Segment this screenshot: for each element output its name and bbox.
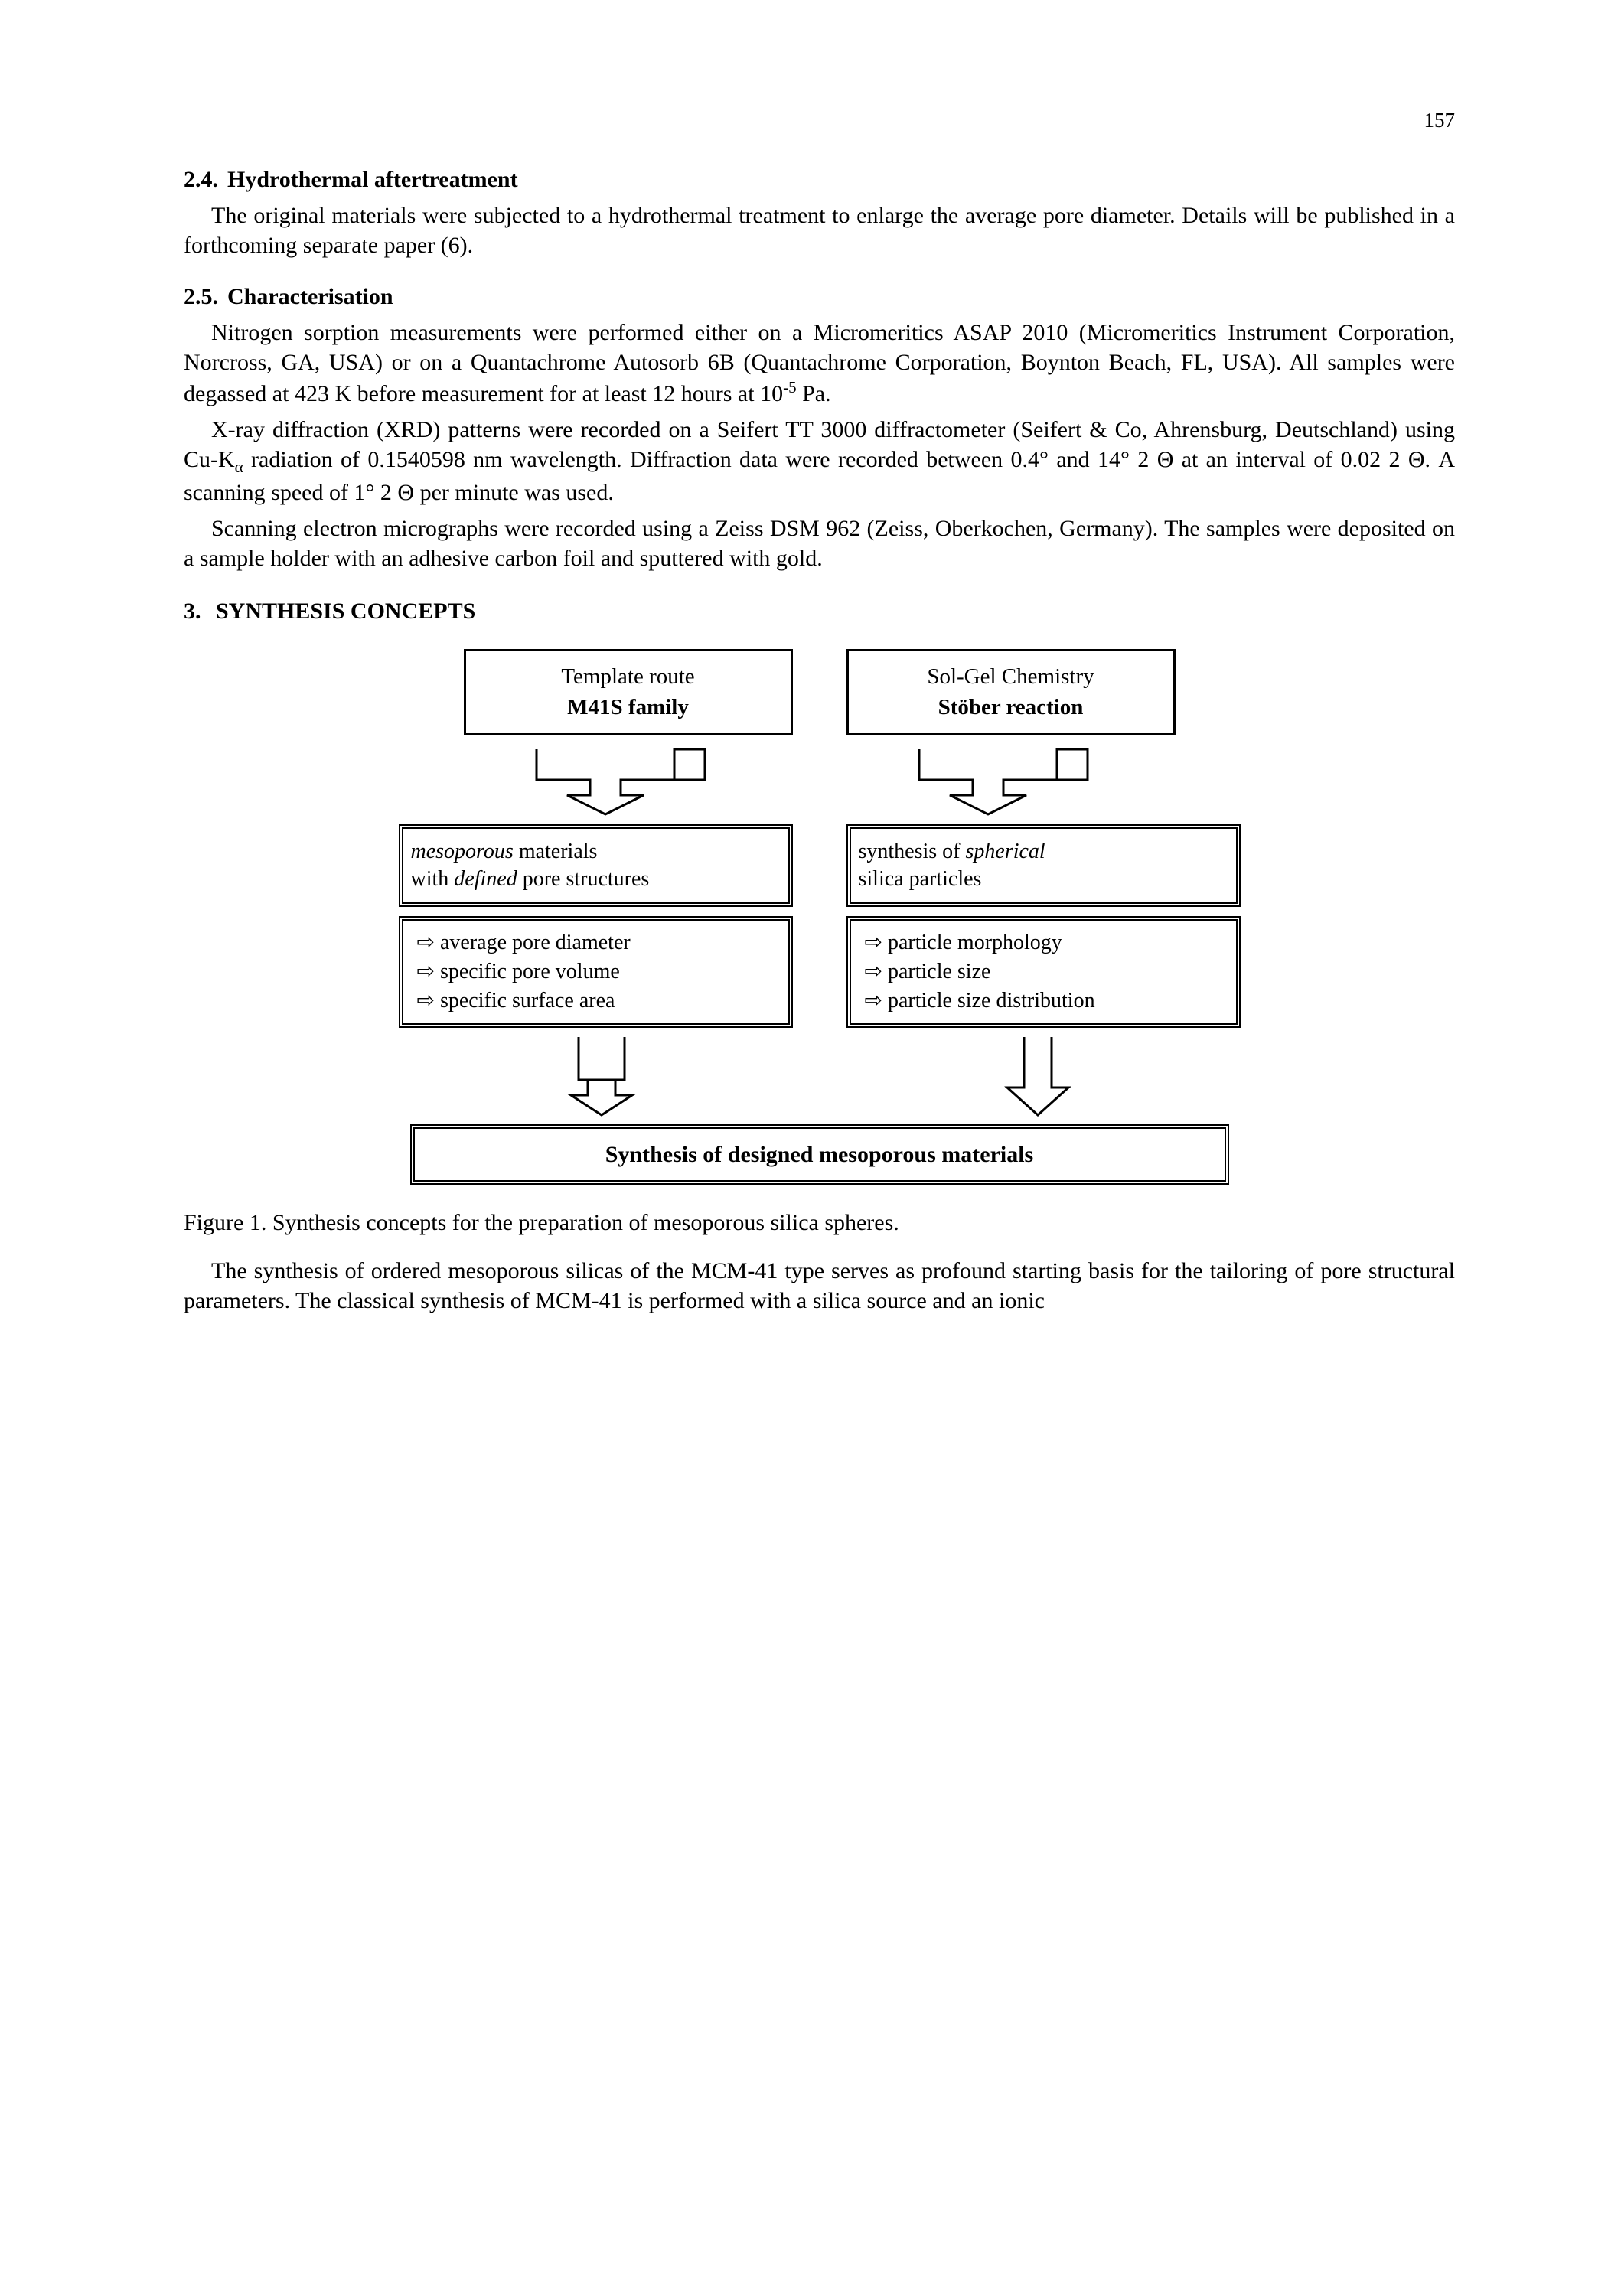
arrow-with-loop-icon — [846, 742, 1176, 818]
flowchart-box-mesoporous: mesoporous materials with defined pore s… — [399, 824, 793, 908]
list-item: average pore diameter — [417, 928, 775, 957]
paragraph: The original materials were subjected to… — [184, 201, 1455, 260]
list-item: particle size — [865, 957, 1222, 987]
flowchart-box-left-list: average pore diameter specific pore volu… — [399, 916, 793, 1027]
heading-text: SYNTHESIS CONCEPTS — [216, 598, 475, 624]
text: defined — [454, 867, 517, 891]
section-heading-2-5: 2.5. Characterisation — [184, 282, 1455, 311]
heading-text: Hydrothermal aftertreatment — [227, 167, 518, 192]
flowchart: Template route M41S family Sol-Gel Chemi… — [399, 649, 1241, 1184]
text: Sol-Gel Chemistry — [927, 664, 1094, 689]
text: with — [411, 867, 455, 891]
flowchart-box-template: Template route M41S family — [464, 649, 793, 735]
paragraph: Scanning electron micrographs were recor… — [184, 514, 1455, 573]
text: M41S family — [567, 695, 689, 719]
list-item: particle size distribution — [865, 987, 1222, 1016]
text: synthesis of — [859, 840, 966, 863]
flowchart-box-synthesis: Synthesis of designed mesoporous materia… — [410, 1124, 1229, 1185]
down-arrow-icon — [846, 1034, 1229, 1118]
text: materials — [514, 840, 598, 863]
text: pore structures — [517, 867, 650, 891]
list-item: particle morphology — [865, 928, 1222, 957]
flowchart-box-spherical: synthesis of spherical silica particles — [846, 824, 1241, 908]
section-heading-2-4: 2.4. Hydrothermal aftertreatment — [184, 165, 1455, 194]
down-arrow-icon — [410, 1034, 793, 1118]
text: spherical — [966, 840, 1045, 863]
text: Pa. — [797, 381, 831, 406]
paragraph: Nitrogen sorption measurements were perf… — [184, 318, 1455, 409]
list-item: specific pore volume — [417, 957, 775, 987]
text: silica particles — [859, 867, 982, 891]
subscript: α — [235, 458, 243, 476]
arrow-with-loop-icon — [464, 742, 793, 818]
text: mesoporous — [411, 840, 514, 863]
heading-number: 2.4. — [184, 167, 218, 192]
page-number: 157 — [184, 107, 1455, 134]
list-item: specific surface area — [417, 987, 775, 1016]
figure-caption: Figure 1. Synthesis concepts for the pre… — [184, 1208, 1455, 1238]
text: Template route — [561, 664, 694, 689]
heading-number: 3. — [184, 598, 201, 624]
paragraph: The synthesis of ordered mesoporous sili… — [184, 1256, 1455, 1316]
text: radiation of 0.1540598 nm wavelength. Di… — [184, 447, 1455, 505]
flowchart-box-right-list: particle morphology particle size partic… — [846, 916, 1241, 1027]
text: Stöber reaction — [938, 695, 1084, 719]
heading-number: 2.5. — [184, 284, 218, 309]
superscript: -5 — [783, 378, 797, 396]
heading-text: Characterisation — [227, 284, 393, 309]
flowchart-box-solgel: Sol-Gel Chemistry Stöber reaction — [846, 649, 1176, 735]
paragraph: X-ray diffraction (XRD) patterns were re… — [184, 415, 1455, 507]
section-heading-3: 3. SYNTHESIS CONCEPTS — [184, 596, 1455, 626]
